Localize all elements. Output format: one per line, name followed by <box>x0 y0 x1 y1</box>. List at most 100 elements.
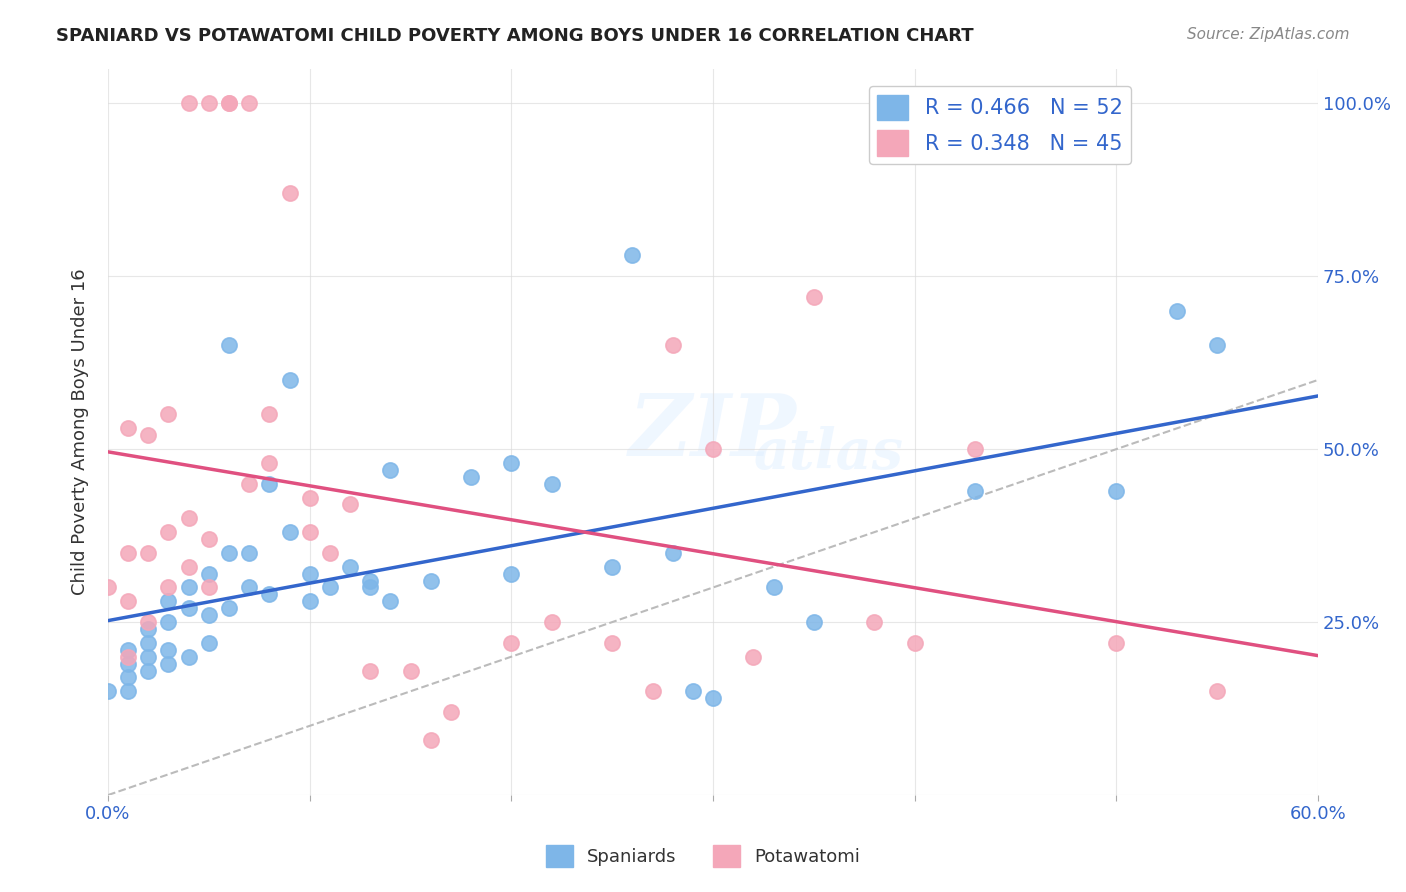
Point <box>278 373 301 387</box>
Point <box>117 684 139 698</box>
Point <box>278 525 301 540</box>
Point <box>319 581 342 595</box>
Point <box>641 684 664 698</box>
Point <box>762 581 785 595</box>
Point <box>621 248 644 262</box>
Point <box>803 615 825 629</box>
Point <box>97 684 120 698</box>
Point <box>157 525 180 540</box>
Point <box>136 636 159 650</box>
Point <box>238 546 260 560</box>
Text: ZIP: ZIP <box>628 390 797 474</box>
Point <box>136 664 159 678</box>
Point <box>198 532 221 546</box>
Point <box>157 642 180 657</box>
Point <box>157 594 180 608</box>
Point <box>359 664 381 678</box>
Legend: Spaniards, Potawatomi: Spaniards, Potawatomi <box>538 838 868 874</box>
Point <box>117 642 139 657</box>
Point <box>339 498 361 512</box>
Point <box>965 483 987 498</box>
Text: Source: ZipAtlas.com: Source: ZipAtlas.com <box>1187 27 1350 42</box>
Point <box>238 96 260 111</box>
Point <box>803 290 825 304</box>
Point <box>965 442 987 456</box>
Point <box>259 587 281 601</box>
Point <box>359 574 381 588</box>
Y-axis label: Child Poverty Among Boys Under 16: Child Poverty Among Boys Under 16 <box>72 268 89 595</box>
Point <box>742 649 765 664</box>
Point <box>440 705 463 719</box>
Point <box>177 649 200 664</box>
Point <box>117 670 139 684</box>
Point <box>259 476 281 491</box>
Point <box>177 581 200 595</box>
Point <box>682 684 704 698</box>
Legend: R = 0.466   N = 52, R = 0.348   N = 45: R = 0.466 N = 52, R = 0.348 N = 45 <box>869 87 1132 164</box>
Point <box>540 476 562 491</box>
Point <box>177 601 200 615</box>
Point <box>117 421 139 435</box>
Point <box>501 566 523 581</box>
Point <box>259 408 281 422</box>
Point <box>198 96 221 111</box>
Point <box>218 601 240 615</box>
Point <box>198 566 221 581</box>
Point <box>117 657 139 671</box>
Text: SPANIARD VS POTAWATOMI CHILD POVERTY AMONG BOYS UNDER 16 CORRELATION CHART: SPANIARD VS POTAWATOMI CHILD POVERTY AMO… <box>56 27 974 45</box>
Point <box>259 456 281 470</box>
Point <box>1105 483 1128 498</box>
Point <box>97 581 120 595</box>
Point <box>380 594 402 608</box>
Point <box>600 559 623 574</box>
Point <box>702 442 724 456</box>
Point <box>399 664 422 678</box>
Point <box>661 546 683 560</box>
Point <box>198 581 221 595</box>
Point <box>177 559 200 574</box>
Point <box>198 608 221 623</box>
Point <box>157 408 180 422</box>
Point <box>501 636 523 650</box>
Point <box>1206 684 1229 698</box>
Point <box>136 428 159 442</box>
Point <box>1206 338 1229 352</box>
Text: atlas: atlas <box>754 426 903 481</box>
Point <box>278 186 301 200</box>
Point <box>298 566 321 581</box>
Point <box>359 581 381 595</box>
Point <box>157 657 180 671</box>
Point <box>117 649 139 664</box>
Point <box>157 581 180 595</box>
Point <box>380 463 402 477</box>
Point <box>319 546 342 560</box>
Point <box>298 594 321 608</box>
Point <box>177 96 200 111</box>
Point <box>198 636 221 650</box>
Point <box>117 546 139 560</box>
Point <box>904 636 927 650</box>
Point <box>661 338 683 352</box>
Point <box>177 511 200 525</box>
Point <box>218 546 240 560</box>
Point <box>540 615 562 629</box>
Point <box>238 476 260 491</box>
Point <box>702 691 724 706</box>
Point <box>136 622 159 636</box>
Point <box>501 456 523 470</box>
Point <box>117 594 139 608</box>
Point <box>460 469 482 483</box>
Point <box>136 546 159 560</box>
Point <box>238 581 260 595</box>
Point <box>419 574 441 588</box>
Point <box>136 649 159 664</box>
Point <box>298 525 321 540</box>
Point <box>419 732 441 747</box>
Point <box>1105 636 1128 650</box>
Point <box>863 615 886 629</box>
Point <box>136 615 159 629</box>
Point <box>339 559 361 574</box>
Point <box>218 96 240 111</box>
Point <box>218 96 240 111</box>
Point <box>1166 303 1188 318</box>
